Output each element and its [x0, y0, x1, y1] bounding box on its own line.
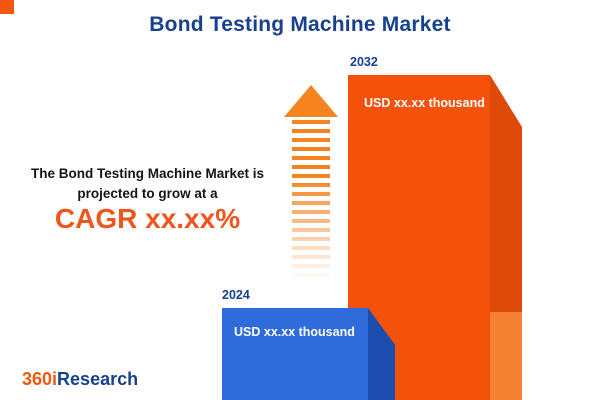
- bar-2032-year-label: 2032: [350, 55, 378, 69]
- bar-2024-value-label: USD xx.xx thousand: [234, 325, 355, 339]
- growth-description-line2: projected to grow at a: [77, 186, 218, 201]
- brand-corner-square: [0, 0, 14, 14]
- logo-part-research: Research: [57, 369, 139, 389]
- logo: 360iResearch: [22, 369, 138, 390]
- logo-part-360i: 360i: [22, 369, 58, 389]
- bar-2024-year-label: 2024: [222, 288, 250, 302]
- page-title: Bond Testing Machine Market: [149, 13, 451, 36]
- growth-arrow-shaft: [292, 120, 330, 282]
- growth-description: The Bond Testing Machine Market is proje…: [5, 164, 290, 204]
- growth-arrow-icon: [284, 85, 338, 117]
- bar-2032-value-label: USD xx.xx thousand: [364, 96, 485, 110]
- bar-2032-side-highlight: [490, 312, 522, 400]
- bar-2024: [222, 308, 368, 400]
- growth-description-line1: The Bond Testing Machine Market is: [30, 166, 265, 181]
- cagr-value: CAGR xx.xx%: [54, 203, 241, 234]
